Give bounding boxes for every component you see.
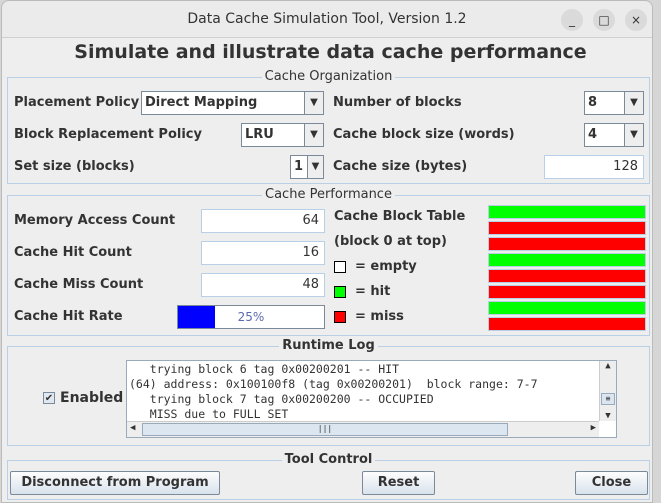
selected-value: 1 — [294, 159, 304, 174]
empty-swatch — [334, 261, 346, 273]
panel-title: Cache Performance — [262, 187, 395, 202]
title-bar: Data Cache Simulation Tool, Version 1.2 … — [2, 1, 652, 38]
scroll-left-icon[interactable]: ◀ — [130, 423, 136, 433]
cache-block-5 — [488, 285, 646, 299]
cache-block-2 — [488, 237, 646, 251]
block-size-select[interactable]: 4 ▼ — [584, 123, 644, 147]
panel-title: Cache Organization — [261, 69, 396, 84]
reset-button[interactable]: Reset — [362, 471, 435, 495]
scroll-thumb[interactable]: ≡ — [601, 393, 615, 405]
chevron-down-icon[interactable]: ▼ — [307, 156, 323, 178]
horizontal-scrollbar[interactable]: ◀ ||| ▶ — [127, 421, 599, 437]
selected-value: Direct Mapping — [145, 95, 258, 110]
hit-swatch — [334, 286, 346, 298]
legend-hit: = hit — [355, 284, 391, 299]
legend-empty: = empty — [355, 259, 417, 274]
close-window-button[interactable]: × — [625, 9, 647, 31]
window-title: Data Cache Simulation Tool, Version 1.2 — [187, 11, 467, 27]
cache-block-3 — [488, 253, 646, 267]
chevron-down-icon[interactable]: ▼ — [624, 124, 643, 146]
vertical-scrollbar[interactable]: ▲ ≡ ▼ — [599, 361, 616, 421]
cache-block-4 — [488, 269, 646, 283]
scroll-right-icon[interactable]: ▶ — [590, 423, 596, 433]
hit-count-field: 16 — [201, 241, 325, 265]
cache-block-1 — [488, 221, 646, 235]
panel-title: Runtime Log — [279, 338, 378, 353]
cache-size-label: Cache size (bytes) — [333, 159, 468, 174]
page-heading: Simulate and illustrate data cache perfo… — [74, 41, 587, 63]
chevron-down-icon[interactable]: ▼ — [624, 92, 643, 114]
scroll-thumb[interactable]: ||| — [142, 423, 508, 436]
panel-title: Tool Control — [281, 452, 376, 467]
num-blocks-select[interactable]: 8 ▼ — [584, 91, 644, 115]
cache-performance-panel: Cache Performance — [7, 187, 650, 336]
disconnect-button[interactable]: Disconnect from Program — [10, 471, 220, 495]
hit-rate-text: 25% — [237, 310, 265, 324]
set-size-select[interactable]: 1 ▼ — [290, 155, 324, 179]
hit-rate-progress-bar: 25% — [177, 305, 325, 329]
minimize-button[interactable]: _ — [561, 9, 583, 31]
access-count-label: Memory Access Count — [14, 213, 176, 228]
enabled-checkbox[interactable]: ✔ — [43, 392, 55, 404]
runtime-log-textarea[interactable]: trying block 6 tag 0x00200201 -- HIT (64… — [126, 360, 617, 438]
cache-block-7 — [488, 317, 646, 331]
access-count-field: 64 — [201, 209, 325, 233]
maximize-button[interactable]: □ — [593, 9, 615, 31]
cache-size-field: 128 — [544, 155, 644, 179]
block-table-label: Cache Block Table — [334, 209, 466, 224]
cache-organization-panel: Cache Organization — [7, 69, 650, 184]
set-size-label: Set size (blocks) — [14, 159, 135, 174]
replacement-label: Block Replacement Policy — [14, 127, 202, 142]
miss-swatch — [334, 311, 346, 323]
legend-miss: = miss — [355, 309, 404, 324]
chevron-down-icon[interactable]: ▼ — [304, 92, 323, 114]
log-text: trying block 6 tag 0x00200201 -- HIT (64… — [129, 362, 538, 421]
close-button[interactable]: Close — [575, 471, 648, 495]
replacement-policy-select[interactable]: LRU ▼ — [241, 123, 324, 147]
num-blocks-label: Number of blocks — [333, 95, 462, 110]
enabled-label: Enabled — [60, 390, 124, 406]
placement-label: Placement Policy — [14, 95, 140, 110]
scroll-up-icon[interactable]: ▲ — [605, 361, 611, 371]
cache-block-0 — [488, 205, 646, 219]
hit-rate-label: Cache Hit Rate — [14, 309, 123, 324]
selected-value: LRU — [245, 127, 274, 142]
tool-control-panel: Tool Control — [7, 452, 650, 500]
runtime-log-panel: Runtime Log — [7, 338, 650, 446]
hit-count-label: Cache Hit Count — [14, 245, 132, 260]
miss-count-label: Cache Miss Count — [14, 277, 144, 292]
miss-count-field: 48 — [201, 273, 325, 297]
block-size-label: Cache block size (words) — [333, 127, 515, 142]
placement-policy-select[interactable]: Direct Mapping ▼ — [141, 91, 324, 115]
selected-value: 4 — [588, 127, 598, 142]
block-table-sublabel: (block 0 at top) — [334, 234, 447, 249]
chevron-down-icon[interactable]: ▼ — [304, 124, 323, 146]
progress-fill — [178, 306, 215, 328]
selected-value: 8 — [588, 95, 598, 110]
cache-block-6 — [488, 301, 646, 315]
scroll-down-icon[interactable]: ▼ — [605, 411, 611, 421]
